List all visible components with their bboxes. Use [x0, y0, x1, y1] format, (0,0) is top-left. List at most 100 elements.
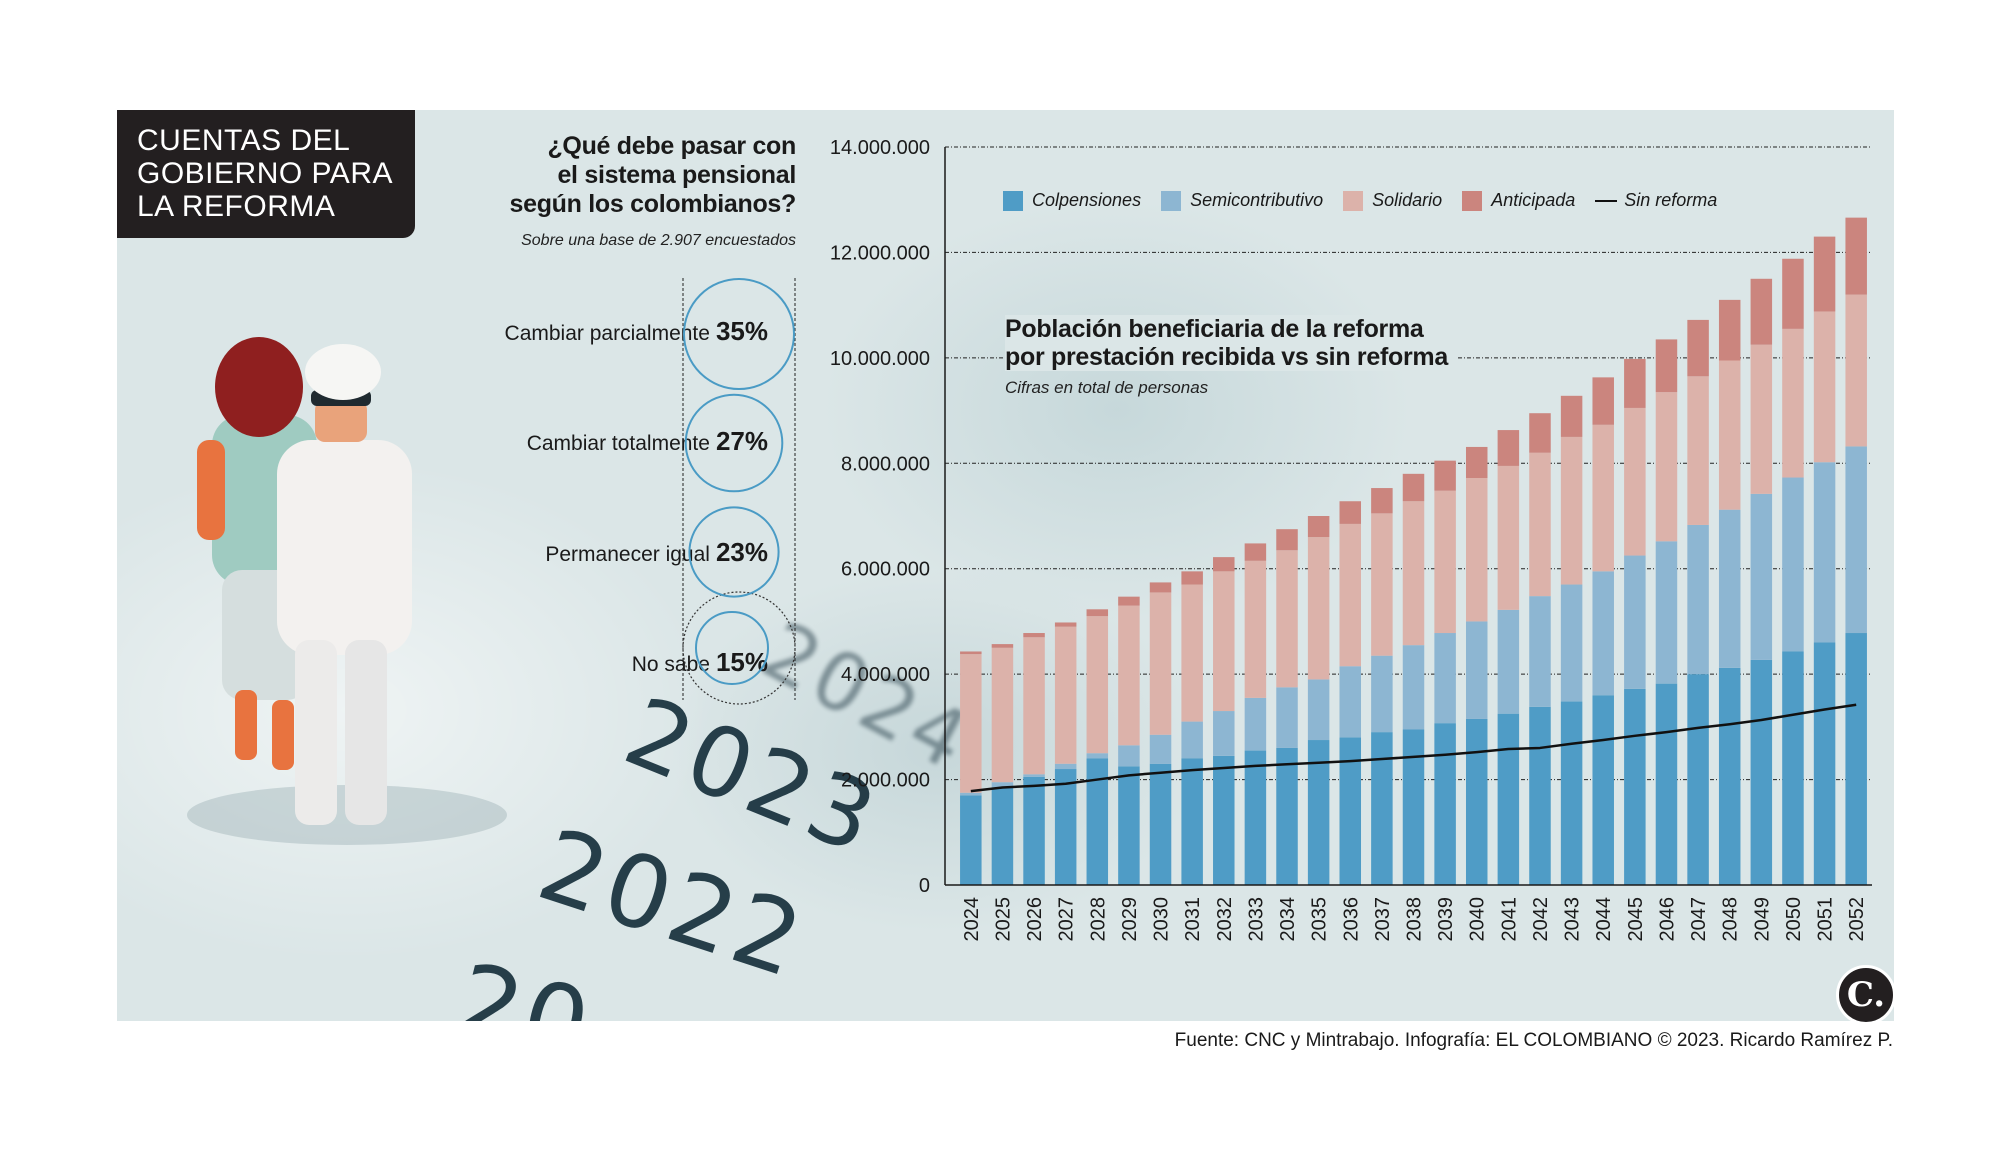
- bar-segment-solidario: [1560, 436, 1583, 585]
- bar-segment-semicontributivo: [1845, 446, 1867, 634]
- bar-segment-semicontributivo: [1307, 679, 1330, 741]
- bar-segment-anticipada: [1782, 258, 1804, 329]
- bar-segment-semicontributivo: [1276, 687, 1298, 748]
- bar-segment-solidario: [1687, 376, 1709, 525]
- bar-segment-anticipada: [1307, 516, 1330, 538]
- bar-segment-semicontributivo: [1023, 774, 1045, 777]
- bar-segment-solidario: [1750, 344, 1773, 494]
- bar-segment-colpensiones: [1118, 766, 1140, 885]
- bar-segment-anticipada: [1118, 596, 1140, 606]
- bar-segment-colpensiones: [1687, 674, 1709, 885]
- bar-segment-colpensiones: [1244, 750, 1267, 885]
- survey-title-line: según los colombianos?: [509, 190, 797, 218]
- bar-segment-solidario: [1371, 513, 1393, 656]
- section-title-box: CUENTAS DEL GOBIERNO PARA LA REFORMA: [117, 110, 415, 238]
- bar-segment-semicontributivo: [1339, 666, 1362, 738]
- legend-item-solidario: Solidario: [1343, 190, 1442, 211]
- x-tick-label: 2046: [1656, 897, 1678, 942]
- x-tick-label: 2030: [1151, 897, 1173, 942]
- bar-segment-semicontributivo: [1560, 584, 1583, 702]
- bar-segment-colpensiones: [1624, 688, 1646, 885]
- x-tick-label: 2029: [1119, 897, 1141, 942]
- bar-segment-anticipada: [1244, 543, 1267, 561]
- legend-item-anticipada: Anticipada: [1462, 190, 1575, 211]
- survey-bubbles: [682, 278, 796, 705]
- survey-bubble: [684, 393, 784, 493]
- y-tick-label: 14.000.000: [830, 137, 930, 159]
- bar-segment-solidario: [1655, 392, 1678, 542]
- bar-segment-semicontributivo: [1497, 609, 1520, 714]
- bar-segment-semicontributivo: [1465, 621, 1488, 719]
- bar-segment-semicontributivo: [1118, 745, 1140, 767]
- survey-item-label: Cambiar totalmente: [526, 432, 710, 455]
- y-tick-label: 12.000.000: [830, 242, 930, 264]
- bar-segment-anticipada: [1213, 557, 1235, 572]
- bar-segment-anticipada: [1402, 473, 1425, 502]
- legend-item-semicontributivo: Semicontributivo: [1161, 190, 1323, 211]
- bar-segment-semicontributivo: [1529, 596, 1551, 707]
- bar-segment-solidario: [1276, 550, 1298, 688]
- bar-segment-semicontributivo: [1687, 524, 1709, 675]
- bar-segment-anticipada: [1339, 501, 1362, 524]
- survey-item-percent: 35%: [715, 316, 768, 346]
- survey-title: ¿Qué debe pasar con el sistema pensional…: [510, 132, 797, 219]
- bar-segment-colpensiones: [1276, 747, 1298, 885]
- bar-segment-anticipada: [1023, 633, 1045, 638]
- bar-segment-solidario: [1434, 490, 1456, 634]
- bar-segment-anticipada: [1465, 446, 1488, 479]
- bar-segment-anticipada: [1655, 339, 1678, 393]
- bubble-reference-circle: [682, 591, 796, 705]
- bar-segment-semicontributivo: [1655, 541, 1678, 684]
- bar-segment-solidario: [1845, 294, 1867, 447]
- survey-bubble: [683, 278, 795, 390]
- x-tick-label: 2049: [1751, 897, 1773, 942]
- bar-segment-anticipada: [1181, 571, 1203, 585]
- bar-segment-solidario: [960, 654, 982, 793]
- bar-segment-anticipada: [1718, 299, 1741, 361]
- bar-segment-semicontributivo: [1402, 645, 1425, 730]
- bar-segment-anticipada: [1434, 460, 1456, 491]
- bar-segment-solidario: [1624, 407, 1646, 556]
- bar-segment-anticipada: [1813, 236, 1836, 312]
- bar-segment-semicontributivo: [960, 792, 982, 796]
- bar-segment-solidario: [1054, 626, 1077, 764]
- legend-label: Solidario: [1372, 190, 1443, 210]
- bar-segment-anticipada: [1086, 609, 1109, 617]
- chart-subtitle: Cifras en total de personas: [1005, 378, 1209, 397]
- x-tick-label: 2045: [1625, 897, 1647, 942]
- bar-segment-colpensiones: [1149, 763, 1172, 885]
- survey-item: No sabe 15%: [632, 647, 768, 678]
- bar-segment-semicontributivo: [1434, 633, 1456, 724]
- bar-segment-colpensiones: [1750, 659, 1773, 885]
- x-tick-label: 2047: [1688, 897, 1710, 942]
- x-tick-label: 2043: [1562, 897, 1584, 942]
- x-tick-label: 2027: [1056, 897, 1078, 942]
- bar-segment-colpensiones: [1213, 755, 1235, 885]
- chart-legend: Colpensiones Semicontributivo Solidario …: [1003, 190, 1737, 211]
- bar-segment-colpensiones: [1307, 740, 1330, 885]
- x-tick-label: 2039: [1435, 897, 1457, 942]
- bar-segment-solidario: [1529, 452, 1551, 597]
- bar-segment-anticipada: [1624, 358, 1646, 408]
- bar-segment-solidario: [1307, 537, 1330, 680]
- legend-swatch: [1462, 190, 1483, 211]
- survey-title-line: el sistema pensional: [557, 161, 796, 189]
- bar-segment-solidario: [1118, 605, 1140, 746]
- legend-label: Semicontributivo: [1190, 190, 1324, 210]
- bar-segment-colpensiones: [1086, 758, 1109, 885]
- bar-segment-anticipada: [1592, 377, 1614, 425]
- bar-segment-anticipada: [1276, 529, 1298, 551]
- bar-segment-anticipada: [1529, 413, 1551, 453]
- bar-segment-colpensiones: [1339, 737, 1362, 885]
- x-tick-label: 2052: [1846, 897, 1868, 942]
- bar-segment-anticipada: [1750, 278, 1773, 345]
- bar-segment-solidario: [1402, 501, 1425, 646]
- section-title-line: LA REFORMA: [137, 190, 336, 223]
- bar-segment-semicontributivo: [1149, 734, 1172, 764]
- bar-segment-colpensiones: [1845, 633, 1867, 885]
- x-tick-label: 2038: [1404, 897, 1426, 942]
- survey-item-label: Permanecer igual: [545, 543, 710, 566]
- bar-segment-semicontributivo: [1371, 655, 1393, 733]
- bar-segment-semicontributivo: [1624, 555, 1646, 689]
- bar-segment-colpensiones: [960, 795, 982, 885]
